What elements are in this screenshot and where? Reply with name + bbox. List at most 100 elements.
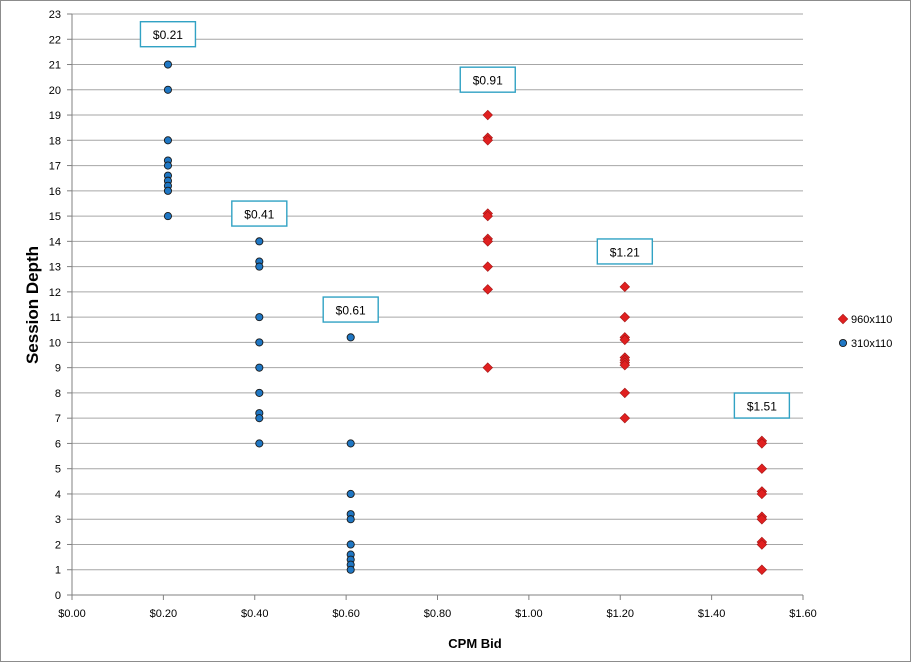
x-tick-label: $0.80 xyxy=(424,608,452,620)
annotation-box xyxy=(459,66,516,93)
data-point-circle xyxy=(255,439,264,448)
annotation-box xyxy=(596,238,654,265)
data-point-diamond xyxy=(619,311,631,323)
data-point-circle xyxy=(346,489,355,499)
y-tick-label: 20 xyxy=(49,85,61,97)
data-point-circle xyxy=(255,262,264,271)
data-point-diamond xyxy=(482,284,493,295)
data-point-circle xyxy=(163,60,172,69)
data-point-diamond xyxy=(619,387,631,399)
data-point-diamond xyxy=(482,261,493,272)
annotation-box xyxy=(322,296,379,323)
data-point-circle xyxy=(346,439,355,448)
data-point-diamond xyxy=(482,210,493,222)
y-tick-label: 17 xyxy=(49,161,61,173)
data-point-diamond xyxy=(756,488,768,500)
x-tick-label: $0.40 xyxy=(241,608,269,620)
legend-label: 310x110 xyxy=(851,338,892,350)
y-tick-label: 22 xyxy=(49,34,61,46)
x-axis-label: CPM Bid xyxy=(448,636,502,651)
data-point-circle xyxy=(346,565,355,574)
data-point-circle xyxy=(255,363,264,372)
x-tick-label: $1.00 xyxy=(515,608,543,620)
y-tick-label: 10 xyxy=(49,337,61,349)
data-point-circle xyxy=(255,338,264,347)
data-point-circle xyxy=(346,515,355,524)
x-tick-label: $0.60 xyxy=(332,608,360,620)
x-tick-label: $0.20 xyxy=(150,608,178,620)
annotation-label: $1.21 xyxy=(610,245,640,259)
legend-label: 960x110 xyxy=(851,314,892,326)
y-tick-label: 6 xyxy=(55,438,61,450)
y-tick-label: 8 xyxy=(55,388,61,400)
y-tick-label: 3 xyxy=(55,514,61,526)
data-point-circle xyxy=(346,540,355,549)
x-tick-label: $1.20 xyxy=(606,608,634,620)
annotation-label: $1.51 xyxy=(747,400,777,414)
gridlines xyxy=(72,13,803,571)
y-tick-label: 0 xyxy=(55,590,61,602)
annotation-label: $0.21 xyxy=(153,28,183,42)
data-point-diamond xyxy=(619,359,631,371)
annotation-box xyxy=(733,392,791,419)
data-point-circle xyxy=(163,161,172,170)
annotations: $0.21 $0.41 $0.61 $0.91 $1.21 $1.51 xyxy=(139,21,791,419)
data-point-circle xyxy=(163,85,172,94)
legend-marker-diamond xyxy=(837,313,849,325)
legend-marker-circle xyxy=(838,338,848,348)
annotation-label: $0.41 xyxy=(244,208,274,222)
annotation-label: $0.91 xyxy=(473,74,503,88)
data-point-circle xyxy=(255,388,264,397)
data-point-diamond xyxy=(756,539,768,550)
data-point-diamond xyxy=(619,281,631,293)
y-tick-label: 13 xyxy=(49,262,61,274)
data-point-diamond xyxy=(756,564,768,575)
data-points xyxy=(163,60,768,575)
data-point-circle xyxy=(255,237,264,246)
y-tick-label: 15 xyxy=(49,211,61,223)
x-tick-labels: $0.00 $0.20 $0.40 $0.60 $0.80 $1.00 $1.20 $1.40… xyxy=(58,608,817,620)
data-point-diamond xyxy=(756,463,768,474)
data-point-diamond xyxy=(756,513,768,525)
y-tick-label: 12 xyxy=(49,287,61,299)
data-point-circle xyxy=(163,136,172,145)
x-tick-label: $1.60 xyxy=(789,608,817,620)
annotation-box xyxy=(231,200,288,227)
axes xyxy=(67,13,804,600)
y-tick-label: 16 xyxy=(49,186,61,198)
y-tick-label: 2 xyxy=(55,539,61,551)
data-point-diamond xyxy=(482,135,493,146)
x-tick-label: $0.00 xyxy=(58,608,86,620)
data-point-circle xyxy=(163,212,172,221)
data-point-diamond xyxy=(619,334,631,346)
data-point-diamond xyxy=(482,236,493,247)
y-tick-label: 9 xyxy=(55,363,61,375)
data-point-circle xyxy=(346,333,355,342)
y-tick-label: 18 xyxy=(49,135,61,147)
y-tick-label: 21 xyxy=(49,60,61,72)
y-axis-label: Session Depth xyxy=(23,246,42,364)
data-point-circle xyxy=(255,414,264,423)
y-tick-label: 19 xyxy=(49,110,61,122)
y-tick-label: 7 xyxy=(55,413,61,425)
y-tick-label: 5 xyxy=(55,464,61,476)
y-tick-label: 11 xyxy=(50,312,61,324)
y-tick-label: 14 xyxy=(49,236,61,248)
legend: 960x110 310x110 xyxy=(837,313,892,350)
data-point-diamond xyxy=(482,109,493,121)
data-point-circle xyxy=(163,186,172,195)
y-tick-label: 4 xyxy=(55,489,61,501)
annotation-box xyxy=(139,21,197,48)
data-point-diamond xyxy=(619,412,631,424)
data-point-diamond xyxy=(756,438,768,449)
y-tick-label: 23 xyxy=(49,9,61,21)
y-tick-label: 1 xyxy=(55,565,61,577)
x-tick-label: $1.40 xyxy=(698,608,726,620)
annotation-label: $0.61 xyxy=(336,304,366,318)
data-point-circle xyxy=(255,313,264,322)
data-point-diamond xyxy=(482,362,493,373)
